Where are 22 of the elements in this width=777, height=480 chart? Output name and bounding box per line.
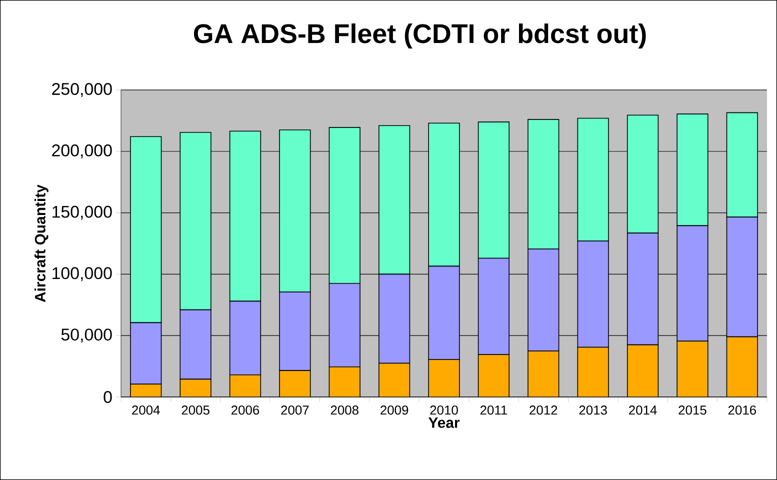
y-tick-label: 100,000: [52, 267, 112, 282]
x-tick-label: 2005: [182, 406, 210, 415]
x-tick-label: 2006: [231, 406, 260, 415]
x-tick-label: 2010: [430, 406, 458, 415]
x-axis-title: Year: [428, 418, 460, 428]
y-tick-label: 50,000: [61, 328, 112, 343]
x-tick-label: 2009: [380, 406, 408, 415]
x-tick-label: 2008: [330, 406, 358, 415]
x-tick-label: 2016: [728, 406, 756, 415]
x-tick-label: 2004: [132, 406, 160, 415]
y-tick-label: 250,000: [52, 82, 112, 97]
chart-title: GA ADS-B Fleet (CDTI or bdcst out): [194, 23, 646, 49]
x-tick-label: 2013: [579, 406, 607, 415]
x-tick-label: 2011: [480, 406, 507, 415]
y-tick-label: 200,000: [52, 144, 112, 158]
x-tick-label: 2012: [530, 406, 558, 415]
x-tick-label: 2015: [678, 406, 706, 415]
y-axis-title: Aircraft Quantity: [34, 184, 48, 302]
y-tick-label: 0: [104, 390, 112, 403]
y-tick-label: 150,000: [52, 206, 112, 220]
x-tick-label: 2014: [629, 406, 657, 415]
x-tick-label: 2007: [281, 406, 309, 415]
